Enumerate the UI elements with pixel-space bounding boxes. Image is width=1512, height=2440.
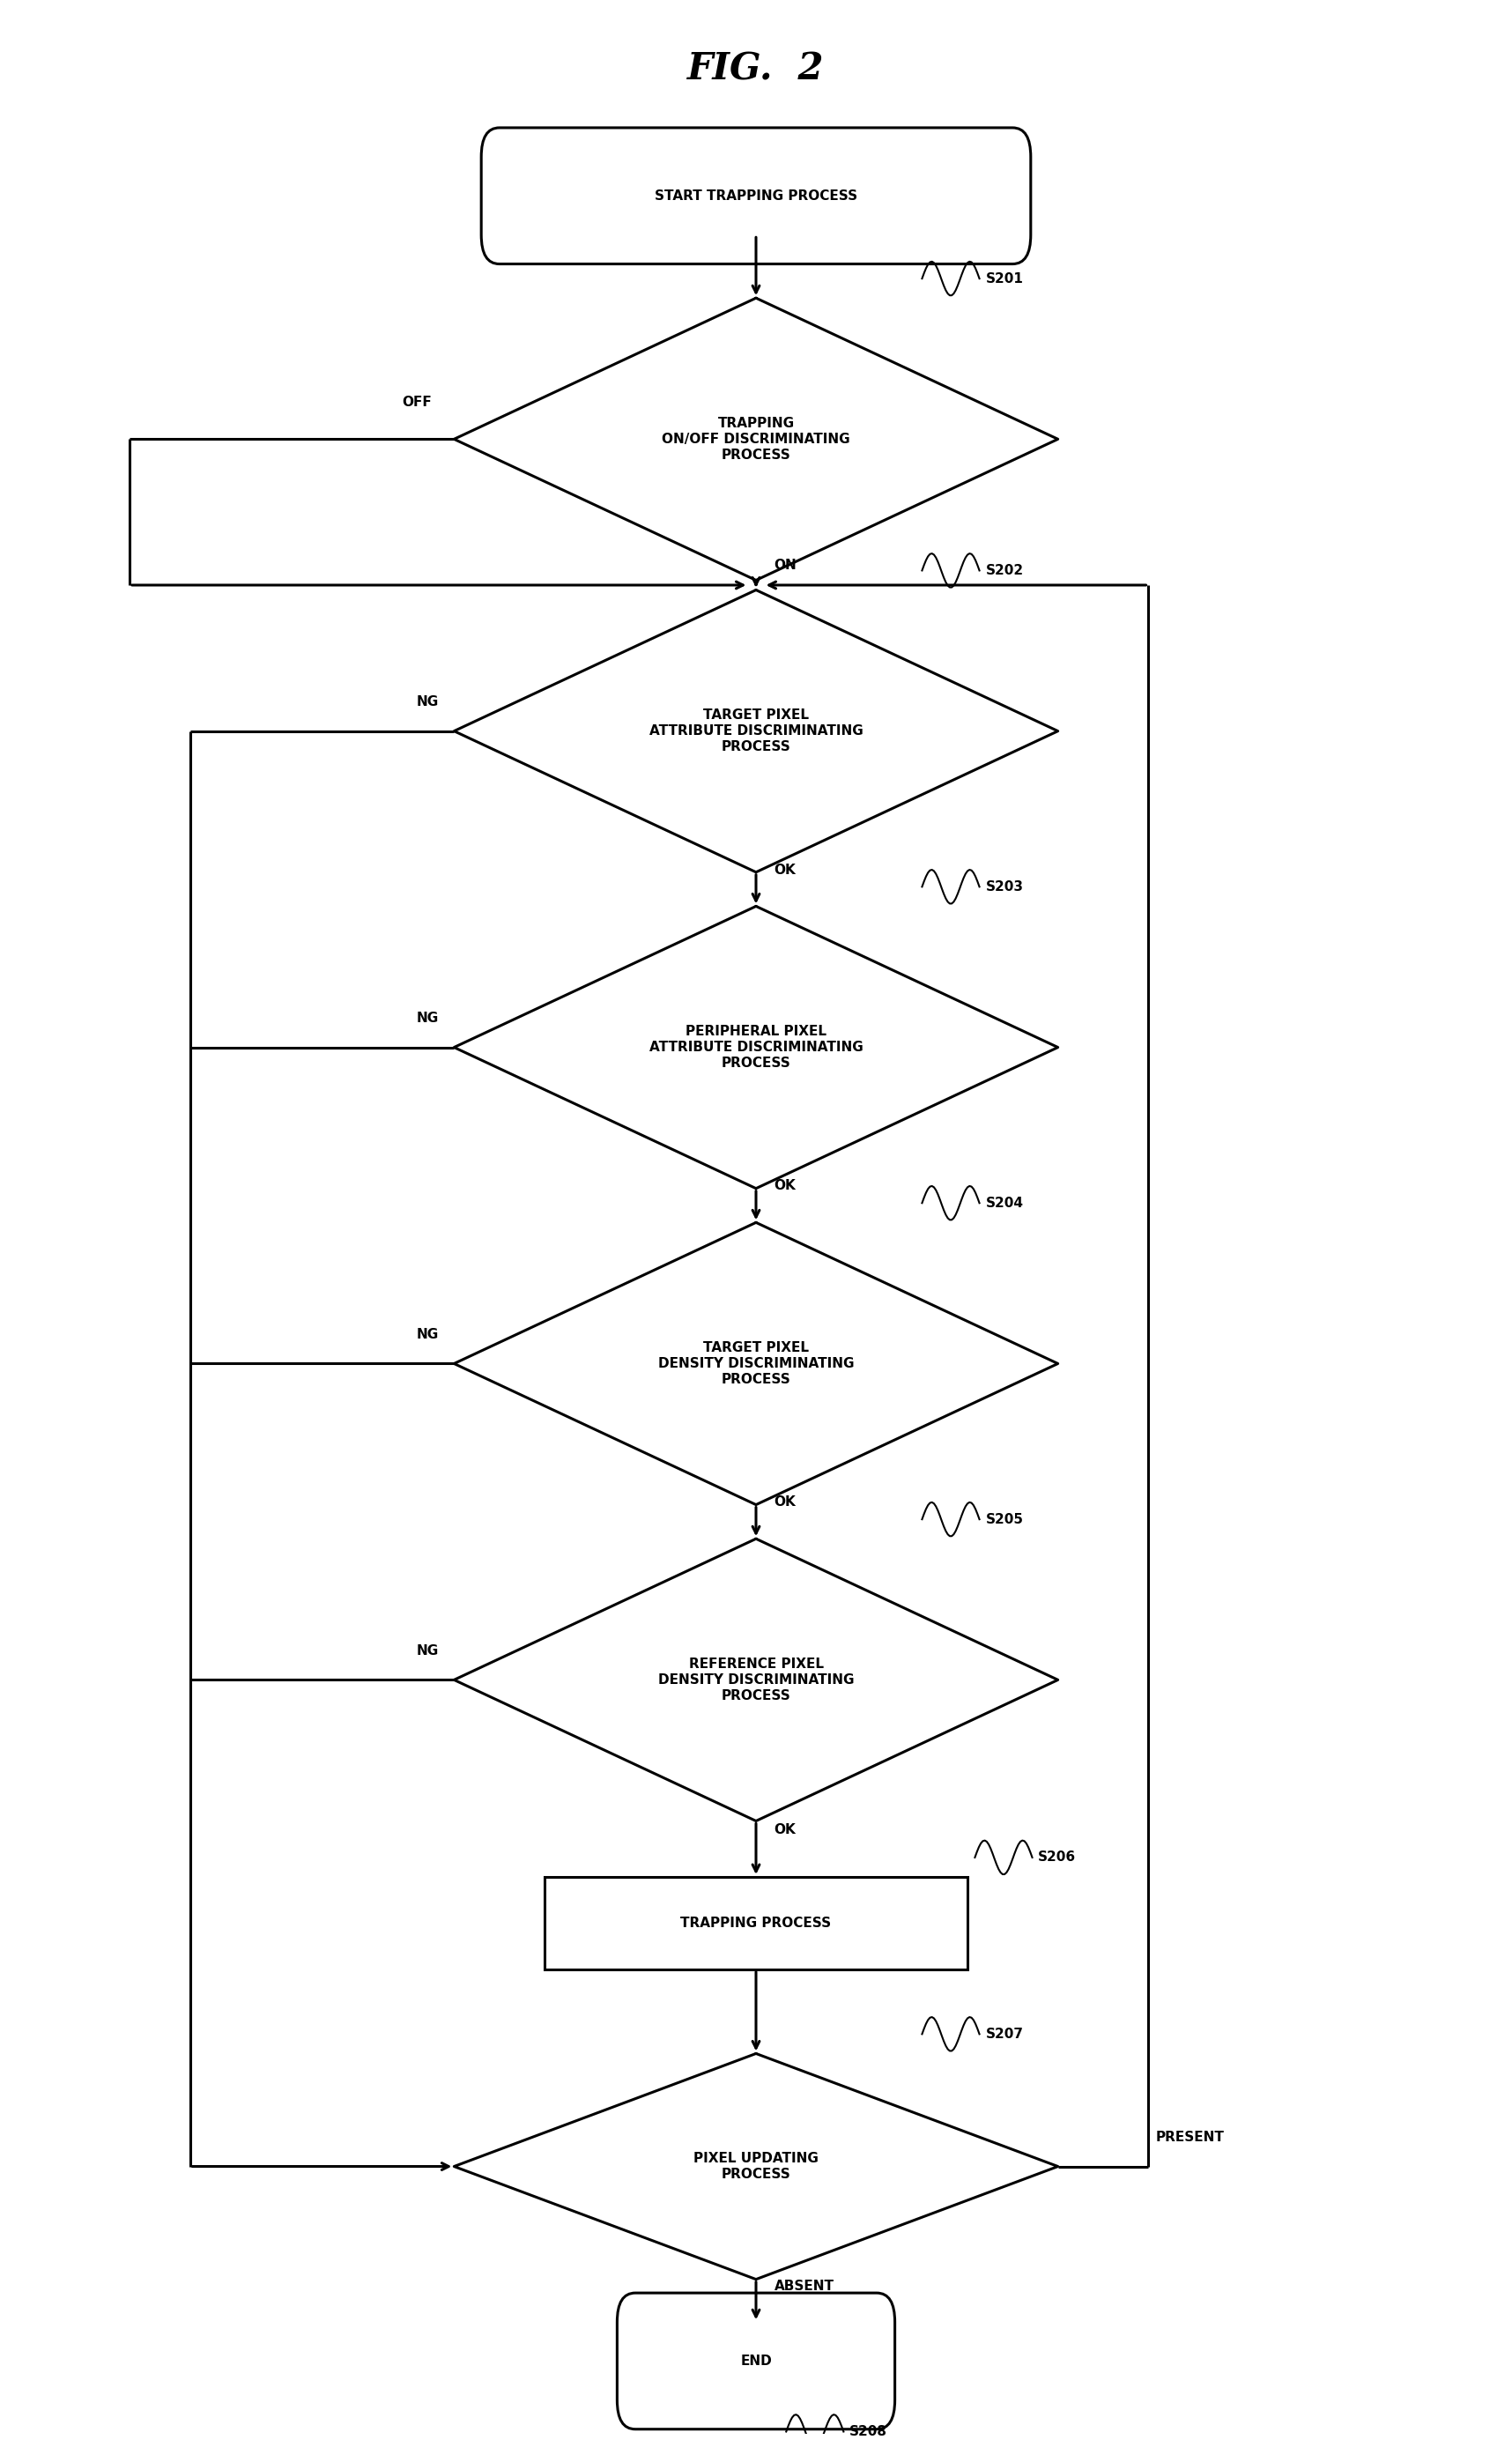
- Bar: [544, 1876, 968, 1969]
- Text: OK: OK: [774, 1179, 795, 1193]
- Text: PRESENT: PRESENT: [1157, 2130, 1225, 2145]
- Text: TARGET PIXEL
ATTRIBUTE DISCRIMINATING
PROCESS: TARGET PIXEL ATTRIBUTE DISCRIMINATING PR…: [649, 708, 863, 754]
- Text: OK: OK: [774, 864, 795, 876]
- Text: NG: NG: [417, 1327, 438, 1342]
- Text: S206: S206: [1039, 1852, 1077, 1864]
- Text: REFERENCE PIXEL
DENSITY DISCRIMINATING
PROCESS: REFERENCE PIXEL DENSITY DISCRIMINATING P…: [658, 1657, 854, 1703]
- Text: START TRAPPING PROCESS: START TRAPPING PROCESS: [655, 190, 857, 203]
- Text: S205: S205: [986, 1513, 1024, 1525]
- Text: S201: S201: [986, 271, 1024, 285]
- Text: S208: S208: [850, 2425, 888, 2438]
- Text: FIG.  2: FIG. 2: [688, 51, 824, 88]
- Text: OFF: OFF: [402, 395, 431, 410]
- Text: S202: S202: [986, 564, 1024, 578]
- Text: NG: NG: [417, 1013, 438, 1025]
- Text: S204: S204: [986, 1196, 1024, 1210]
- FancyBboxPatch shape: [617, 2294, 895, 2430]
- Text: ON: ON: [774, 559, 797, 573]
- FancyBboxPatch shape: [481, 127, 1031, 264]
- Text: TRAPPING
ON/OFF DISCRIMINATING
PROCESS: TRAPPING ON/OFF DISCRIMINATING PROCESS: [662, 417, 850, 461]
- Text: NG: NG: [417, 695, 438, 708]
- Text: END: END: [741, 2355, 771, 2367]
- Text: TARGET PIXEL
DENSITY DISCRIMINATING
PROCESS: TARGET PIXEL DENSITY DISCRIMINATING PROC…: [658, 1342, 854, 1386]
- Text: PERIPHERAL PIXEL
ATTRIBUTE DISCRIMINATING
PROCESS: PERIPHERAL PIXEL ATTRIBUTE DISCRIMINATIN…: [649, 1025, 863, 1069]
- Text: PIXEL UPDATING
PROCESS: PIXEL UPDATING PROCESS: [694, 2152, 818, 2181]
- Text: S207: S207: [986, 2028, 1024, 2040]
- Text: OK: OK: [774, 1823, 795, 1835]
- Text: TRAPPING PROCESS: TRAPPING PROCESS: [680, 1915, 832, 1930]
- Text: S203: S203: [986, 881, 1024, 893]
- Text: ABSENT: ABSENT: [774, 2279, 835, 2294]
- Text: OK: OK: [774, 1496, 795, 1508]
- Text: NG: NG: [417, 1645, 438, 1657]
